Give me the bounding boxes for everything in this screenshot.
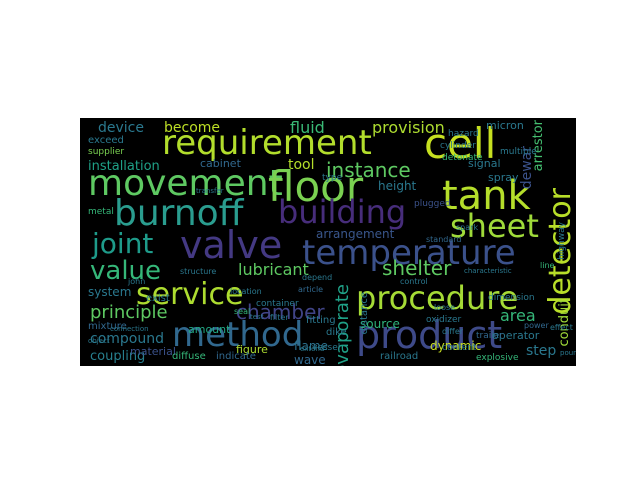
word: loose: [434, 303, 456, 312]
word: movement: [88, 163, 283, 204]
word: sheet: [450, 207, 539, 245]
word: temperature: [302, 233, 516, 273]
word: effect: [550, 323, 573, 332]
word: seal: [234, 307, 251, 316]
word: standard: [426, 235, 462, 244]
word: become: [164, 120, 221, 136]
word: john: [128, 277, 146, 286]
word: service: [136, 277, 244, 312]
word: depend: [302, 273, 333, 282]
word: pound: [560, 349, 576, 357]
word: source: [360, 317, 400, 331]
word: exceed: [88, 135, 124, 146]
word: arrangement: [316, 227, 395, 241]
word: valve: [180, 223, 283, 267]
word: power: [524, 321, 549, 330]
word: product: [356, 313, 503, 357]
word: chamber: [236, 300, 325, 324]
word: value: [90, 256, 162, 286]
word: flame: [294, 339, 328, 353]
word: filter: [270, 313, 289, 322]
word: railroad: [380, 351, 419, 362]
word: lubricant: [238, 260, 309, 279]
word: dimension: [488, 293, 535, 303]
word: fluid: [290, 118, 325, 137]
word: arrestor: [531, 120, 546, 172]
word: detonate: [442, 153, 483, 163]
word: wave: [294, 353, 326, 366]
word: amount: [188, 323, 231, 336]
word: exist: [146, 293, 170, 304]
word: indicate: [216, 351, 256, 362]
word: method: [172, 315, 304, 355]
word: content: [442, 343, 477, 353]
word: operator: [492, 329, 540, 342]
word: joint: [92, 227, 154, 260]
word: evaporate: [332, 284, 353, 366]
word-cloud: requirement cell movement floor tank bur…: [80, 118, 576, 366]
word: cell: [424, 119, 497, 168]
word: step: [526, 343, 557, 359]
word: area: [500, 306, 536, 325]
word: principle: [90, 302, 168, 323]
word: tank: [442, 173, 531, 219]
word: material: [130, 345, 176, 358]
word: device: [98, 120, 144, 136]
word: plugged: [414, 199, 451, 209]
word: highway: [557, 222, 567, 260]
word: control: [400, 277, 428, 286]
word: oxidizer: [426, 315, 462, 325]
word: installation: [88, 159, 160, 174]
word: compound: [90, 331, 164, 347]
word: transfer: [196, 187, 224, 195]
word: location: [230, 287, 262, 296]
word: system: [88, 285, 132, 299]
word: supplier: [88, 147, 125, 157]
word: characteristic: [464, 267, 512, 275]
word: mixture: [88, 321, 127, 332]
word: spark: [456, 223, 479, 232]
word: floor: [268, 162, 364, 211]
word: requirement: [162, 123, 372, 163]
word: differ: [442, 327, 464, 336]
word: type: [322, 173, 343, 183]
word: height: [378, 179, 417, 193]
word: extend: [300, 345, 325, 353]
word: multiple: [500, 147, 537, 157]
word: line: [540, 261, 555, 270]
word: distance: [359, 292, 370, 335]
word: burnoff: [114, 193, 244, 234]
word: connection: [110, 325, 149, 333]
word: fitting: [306, 315, 336, 326]
word: object: [88, 337, 110, 345]
word: tool: [288, 157, 315, 173]
word: shelter: [382, 256, 452, 280]
word: trailer: [476, 331, 503, 341]
word: signal: [468, 157, 501, 170]
word: cabinet: [200, 157, 241, 170]
word: building: [278, 193, 407, 231]
word: spray: [488, 171, 519, 184]
word: vessel: [312, 343, 341, 353]
word: figure: [236, 343, 268, 356]
word: structure: [180, 267, 217, 276]
word: procedure: [356, 279, 519, 317]
word: container: [256, 299, 299, 309]
word: article: [298, 285, 324, 294]
word: micron: [486, 119, 524, 132]
word: test: [250, 313, 264, 321]
word: instance: [326, 158, 411, 182]
word: dike: [326, 327, 347, 338]
word: hazard: [448, 129, 479, 139]
word: diffuse: [172, 351, 206, 362]
word: dynamic: [430, 339, 482, 353]
word: metal: [88, 207, 114, 217]
word: explosive: [476, 353, 519, 363]
word: provision: [372, 118, 445, 137]
word: coupling: [90, 349, 146, 364]
word: cylinder: [440, 141, 476, 151]
